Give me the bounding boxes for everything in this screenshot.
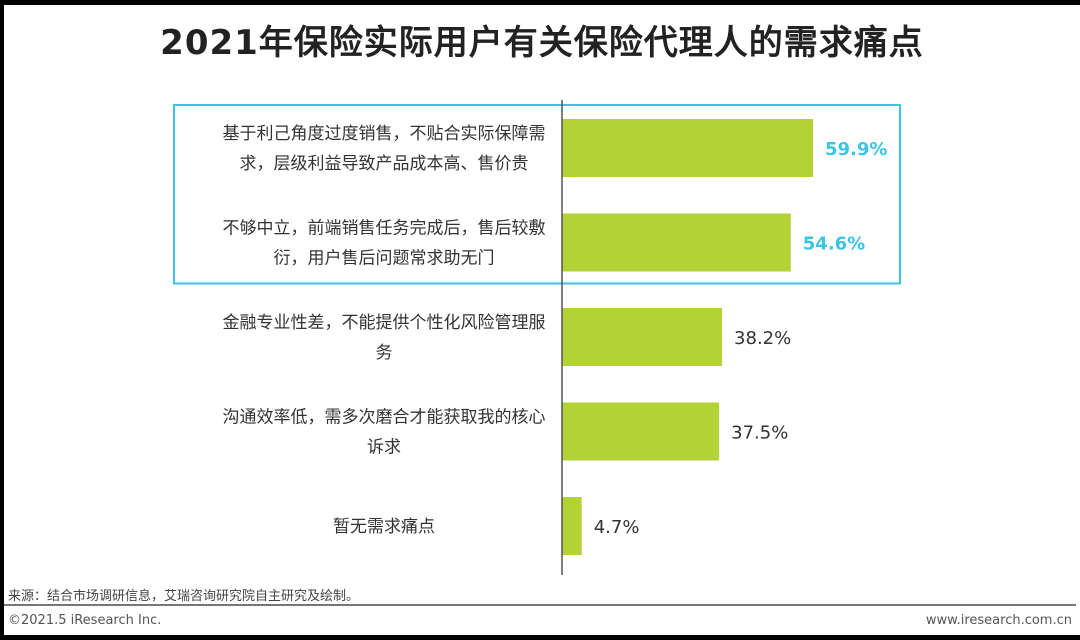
category-label: 沟通效率低，需多次磨合才能获取我的核心 — [223, 408, 546, 428]
bar — [562, 402, 720, 461]
data-label: 54.6% — [803, 234, 865, 255]
bar — [562, 213, 791, 272]
bar-chart: 59.9% 基于利己角度过度销售，不贴合实际保障需求，层级利益导致产品成本高、售价… — [173, 100, 901, 575]
data-label: 37.5% — [731, 423, 788, 444]
category-label: 基于利己角度过度销售，不贴合实际保障需 — [223, 124, 546, 144]
category-label: 务 — [376, 343, 393, 363]
highlight-box — [173, 104, 901, 285]
footer-divider — [4, 604, 1076, 606]
bar — [562, 119, 813, 177]
copyright: ©2021.5 iResearch Inc. — [8, 613, 162, 628]
data-label: 38.2% — [734, 328, 791, 349]
category-label: 不够中立，前端销售任务完成后，售后较敷 — [223, 219, 546, 239]
data-label: 59.9% — [825, 139, 887, 160]
chart-title: 2021年保险实际用户有关保险代理人的需求痛点 — [160, 23, 924, 63]
page: 2021年保险实际用户有关保险代理人的需求痛点 59.9% 基于利己角度过度销售，… — [4, 5, 1080, 635]
bar — [562, 308, 723, 366]
category-label: 金融专业性差，不能提供个性化风险管理服 — [223, 313, 546, 333]
category-label: 诉求 — [367, 438, 401, 458]
bar — [562, 497, 582, 555]
category-label: 衍，用户售后问题常求助无门 — [274, 249, 495, 269]
category-label: 暂无需求痛点 — [333, 517, 435, 537]
category-label: 求，层级利益导致产品成本高、售价贵 — [240, 154, 529, 174]
source-note: 来源：结合市场调研信息，艾瑞咨询研究院自主研究及绘制。 — [8, 589, 360, 604]
website-link[interactable]: www.iresearch.com.cn — [925, 613, 1072, 628]
data-label: 4.7% — [594, 517, 640, 538]
